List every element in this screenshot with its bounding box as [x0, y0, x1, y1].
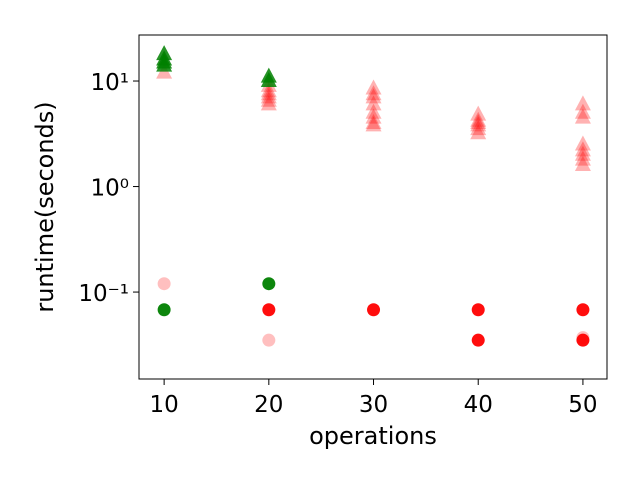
triangle-point — [365, 114, 382, 130]
triangle-point — [365, 116, 382, 132]
circle-point — [262, 333, 276, 347]
triangle-point — [470, 120, 487, 136]
triangle-point — [260, 72, 277, 88]
y-tick-label: 10⁰ — [91, 176, 130, 202]
triangle-point — [365, 95, 382, 111]
plot-frame — [138, 34, 608, 380]
triangle-point — [470, 114, 487, 130]
triangle-point — [365, 79, 382, 95]
circle-point — [262, 277, 276, 291]
triangle-point — [365, 85, 382, 101]
x-tick-label: 20 — [254, 392, 283, 418]
triangle-point — [156, 56, 173, 72]
x-axis-label: operations — [309, 422, 437, 450]
triangle-point — [574, 95, 591, 111]
triangle-point — [574, 103, 591, 119]
circle-point — [367, 303, 381, 317]
triangle-point — [365, 88, 382, 104]
y-tick-label: 10¹ — [91, 70, 130, 96]
circle-point — [262, 303, 276, 317]
circle-point — [471, 303, 485, 317]
triangle-point — [470, 111, 487, 127]
triangle-point — [260, 85, 277, 101]
y-tick-label: 10⁻¹ — [78, 281, 129, 307]
circle-point — [576, 303, 590, 317]
x-tick-label: 30 — [359, 392, 388, 418]
triangle-point — [574, 108, 591, 124]
triangle-point — [260, 91, 277, 107]
circle-point — [157, 303, 171, 317]
triangle-point — [260, 88, 277, 104]
triangle-point — [574, 156, 591, 172]
triangle-point — [260, 82, 277, 98]
triangle-point — [470, 105, 487, 121]
circle-point — [157, 277, 171, 291]
triangle-point — [470, 124, 487, 140]
triangle-point — [574, 135, 591, 151]
triangle-point — [260, 95, 277, 111]
triangle-point — [470, 116, 487, 132]
x-tick-label: 10 — [149, 392, 178, 418]
triangle-point — [365, 103, 382, 119]
triangle-point — [365, 108, 382, 124]
triangle-point — [574, 141, 591, 157]
circle-point — [576, 333, 590, 347]
triangle-point — [574, 150, 591, 166]
x-tick-label: 40 — [464, 392, 493, 418]
x-tick-label: 50 — [568, 392, 597, 418]
y-axis-label: runtime(seconds) — [31, 101, 59, 312]
triangle-point — [574, 145, 591, 161]
circle-point — [471, 333, 485, 347]
